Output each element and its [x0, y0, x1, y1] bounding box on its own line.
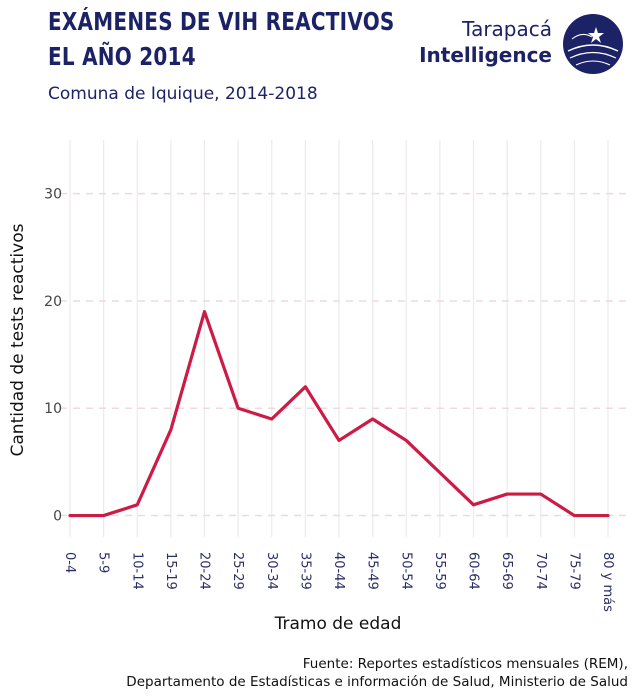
y-tick-label: 30 [44, 187, 62, 203]
y-tick-label: 20 [44, 294, 62, 310]
x-tick-label: 20-24 [197, 552, 212, 590]
x-tick-label: 10-14 [129, 552, 144, 590]
logo-line1: Tarapacá [462, 17, 552, 41]
chart-title-line1: EXÁMENES DE VIH REACTIVOS [48, 7, 395, 36]
globe-logo-icon [563, 14, 623, 74]
series-line [68, 310, 610, 518]
x-tick-label: 60-64 [466, 552, 481, 590]
x-tick-label: 70-74 [533, 552, 548, 590]
chart-subtitle: Comuna de Iquique, 2014-2018 [48, 84, 318, 104]
x-tick-label: 15-19 [163, 552, 178, 590]
source-note: Fuente: Reportes estadísticos mensuales … [126, 655, 628, 691]
logo-line2: Intelligence [419, 43, 552, 67]
x-tick-label: 50-54 [398, 552, 413, 590]
source-line2: Departamento de Estadísticas e informaci… [126, 674, 628, 690]
x-tick-label: 65-69 [499, 552, 514, 590]
x-tick-label: 25-29 [230, 552, 245, 590]
x-tick-label: 35-39 [297, 552, 312, 590]
logo-text: Tarapacá Intelligence [419, 16, 552, 68]
y-tick-label: 10 [44, 401, 62, 417]
x-tick-label: 55-59 [432, 552, 447, 590]
x-tick-label: 75-79 [566, 552, 581, 590]
y-axis-label: Cantidad de tests reactivos [8, 223, 28, 457]
chart-title-line2: EL AÑO 2014 [48, 42, 196, 71]
x-tick-label: 30-34 [264, 552, 279, 590]
chart-title: EXÁMENES DE VIH REACTIVOS EL AÑO 2014 [48, 4, 395, 74]
x-axis-label: Tramo de edad [274, 614, 402, 634]
y-tick-label: 0 [53, 509, 62, 525]
x-tick-label: 0-4 [62, 552, 77, 573]
x-tick-label: 5-9 [96, 552, 111, 573]
line-chart: 0 10 20 30 0-4 5-9 10-14 15-19 20-24 25-29 30-34 35… [44, 140, 628, 612]
x-tick-label: 80 y más [600, 552, 615, 612]
source-line1: Fuente: Reportes estadísticos mensuales … [302, 656, 628, 672]
x-tick-label: 40-44 [331, 552, 346, 590]
x-tick-label: 45-49 [365, 552, 380, 590]
